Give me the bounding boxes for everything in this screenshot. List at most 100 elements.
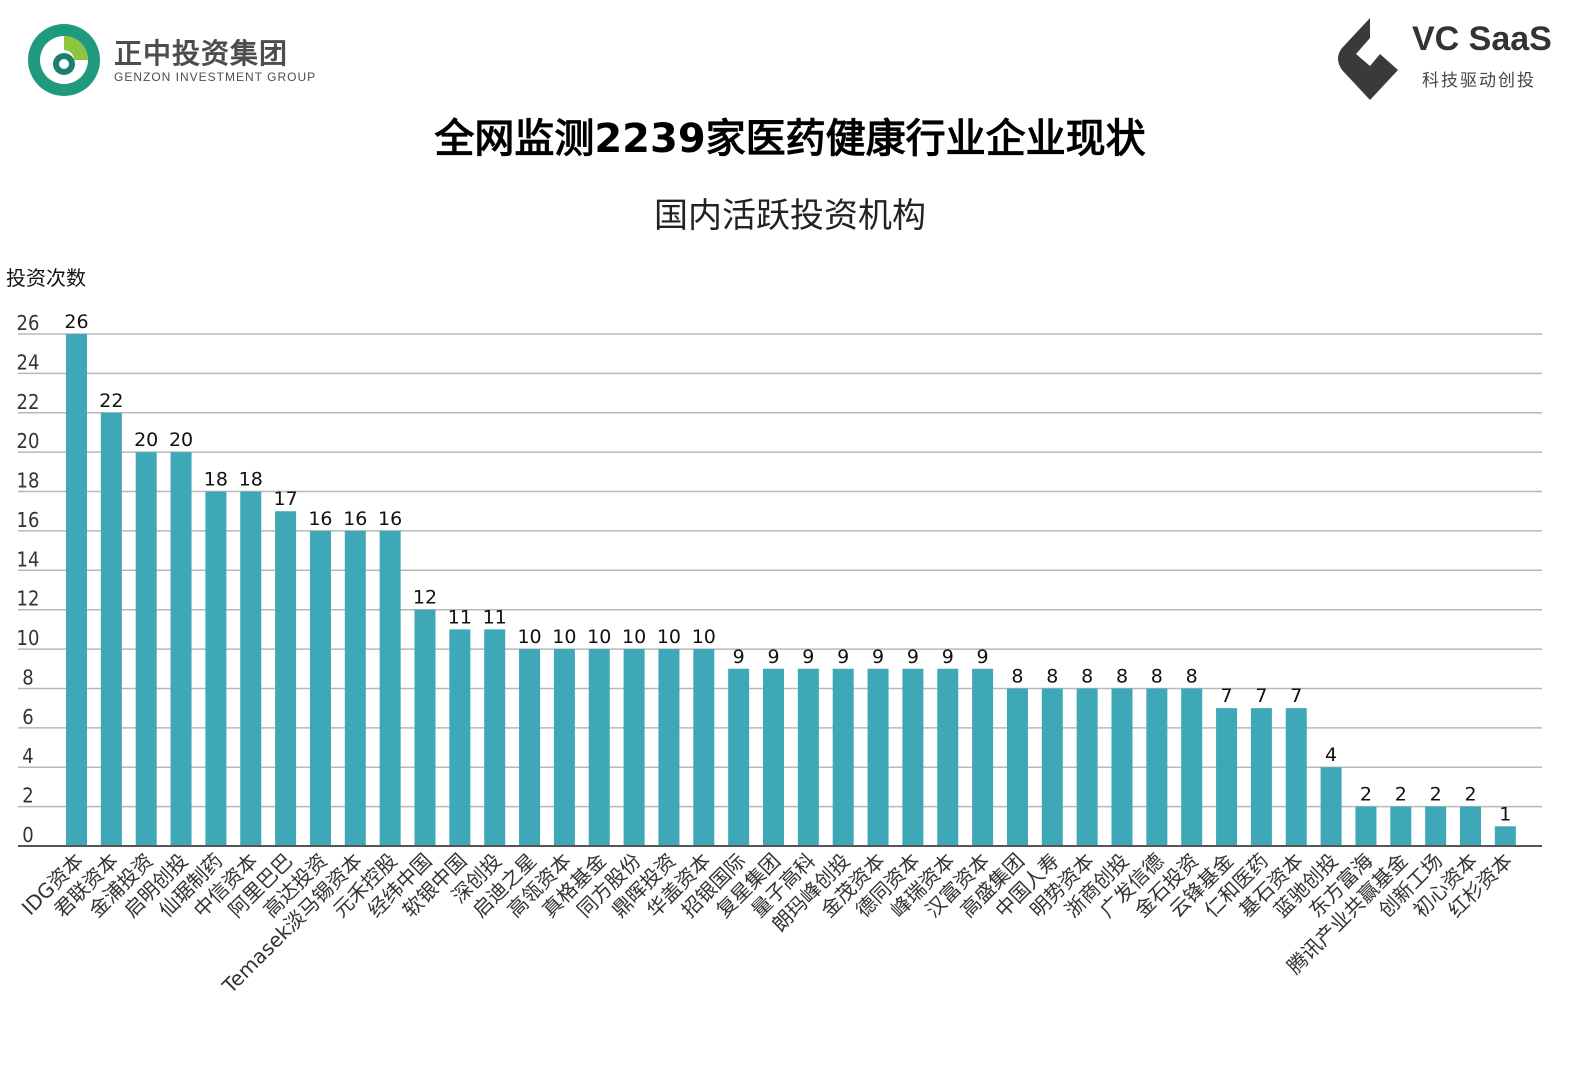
bar xyxy=(1076,688,1098,846)
bar xyxy=(1320,767,1342,846)
bar-value-label: 12 xyxy=(413,587,437,609)
bar-value-label: 11 xyxy=(448,606,472,628)
bar-value-label: 18 xyxy=(204,469,228,491)
bar xyxy=(1390,806,1412,846)
bar xyxy=(519,649,541,846)
y-tick-label: 26 xyxy=(17,311,40,335)
bar xyxy=(588,649,610,846)
bar-value-label: 10 xyxy=(692,626,716,648)
bar xyxy=(1494,826,1516,846)
vcsaas-logo-icon xyxy=(1338,18,1398,100)
bar xyxy=(449,629,471,846)
bar xyxy=(1181,688,1203,846)
bar xyxy=(1460,806,1481,846)
y-tick-label: 22 xyxy=(17,390,40,414)
bar-value-label: 8 xyxy=(1151,665,1163,687)
bar-value-label: 18 xyxy=(239,469,263,491)
bar-value-label: 8 xyxy=(1011,665,1023,687)
bar xyxy=(1146,688,1168,846)
bar-value-label: 20 xyxy=(134,429,158,451)
bar xyxy=(1250,708,1272,846)
vcsaas-logo: VC SaaS 科技驱动创投 xyxy=(1334,14,1570,106)
bar-value-label: 10 xyxy=(517,626,541,648)
bar-value-label: 26 xyxy=(64,311,88,333)
bar-value-label: 9 xyxy=(977,646,989,668)
bar-value-label: 8 xyxy=(1116,665,1128,687)
bar xyxy=(1216,708,1238,846)
bar xyxy=(1111,688,1133,846)
genzon-logo-icon xyxy=(28,24,100,96)
bar-value-label: 20 xyxy=(169,429,193,451)
y-tick-label: 18 xyxy=(17,469,40,493)
bar xyxy=(553,649,575,846)
bar-value-label: 8 xyxy=(1081,665,1093,687)
bar xyxy=(728,668,750,846)
bar-value-label: 17 xyxy=(274,488,298,510)
bar xyxy=(937,668,959,846)
genzon-name-cn: 正中投资集团 xyxy=(114,37,289,70)
bar xyxy=(240,491,262,846)
bar xyxy=(135,452,157,846)
bar-value-label: 10 xyxy=(587,626,611,648)
bar xyxy=(205,491,227,846)
bar xyxy=(867,668,889,846)
bar-value-label: 9 xyxy=(942,646,954,668)
bar-value-label: 7 xyxy=(1255,685,1267,707)
bar-value-label: 9 xyxy=(872,646,884,668)
page-title: 全网监测2239家医药健康行业企业现状 xyxy=(434,116,1146,162)
bar-value-label: 4 xyxy=(1325,744,1337,766)
bar xyxy=(1285,708,1307,846)
bar-value-label: 9 xyxy=(837,646,849,668)
bar xyxy=(763,668,784,846)
genzon-logo: 正中投资集团 GENZON INVESTMENT GROUP xyxy=(22,18,322,102)
vcsaas-name: VC SaaS xyxy=(1412,20,1552,58)
genzon-name-en: GENZON INVESTMENT GROUP xyxy=(114,70,317,84)
bar-value-label: 2 xyxy=(1430,784,1442,806)
y-tick-label: 20 xyxy=(17,429,40,453)
bar-value-label: 9 xyxy=(802,646,814,668)
vcsaas-tagline: 科技驱动创投 xyxy=(1422,71,1536,91)
bar xyxy=(797,668,819,846)
y-tick-label: 14 xyxy=(17,547,40,571)
bar xyxy=(309,530,331,846)
bar-value-label: 2 xyxy=(1395,784,1407,806)
y-tick-label: 2 xyxy=(22,784,33,808)
bar xyxy=(100,412,122,846)
bar xyxy=(170,452,192,846)
y-tick-label: 12 xyxy=(17,587,40,611)
y-tick-label: 6 xyxy=(22,705,33,729)
bar-value-label: 9 xyxy=(907,646,919,668)
bar-value-label: 8 xyxy=(1046,665,1058,687)
bar xyxy=(623,649,645,846)
bar-value-label: 1 xyxy=(1499,803,1511,825)
bar xyxy=(693,649,715,846)
bar xyxy=(1355,806,1377,846)
bar-value-label: 16 xyxy=(343,508,367,530)
bar xyxy=(275,511,297,846)
bar-value-label: 2 xyxy=(1360,784,1372,806)
bar-value-label: 7 xyxy=(1221,685,1233,707)
y-tick-label: 8 xyxy=(22,665,33,689)
y-tick-label: 4 xyxy=(22,744,33,768)
bar-value-label: 10 xyxy=(552,626,576,648)
bar xyxy=(484,629,506,846)
bar-value-label: 11 xyxy=(483,606,507,628)
bar xyxy=(1006,688,1028,846)
bar-value-label: 22 xyxy=(99,390,123,412)
bar xyxy=(344,530,366,846)
bar xyxy=(658,649,680,846)
bar-value-label: 16 xyxy=(308,508,332,530)
bar xyxy=(66,334,87,846)
chart-subtitle: 国内活跃投资机构 xyxy=(654,196,926,236)
y-tick-label: 16 xyxy=(17,508,40,532)
bar-value-label: 10 xyxy=(657,626,681,648)
bar xyxy=(414,609,436,846)
y-tick-label: 0 xyxy=(22,823,33,847)
bar-value-label: 9 xyxy=(767,646,779,668)
bar-value-label: 10 xyxy=(622,626,646,648)
bar xyxy=(379,530,401,846)
y-tick-label: 10 xyxy=(17,626,40,650)
bar xyxy=(972,668,994,846)
bar-value-label: 8 xyxy=(1186,665,1198,687)
